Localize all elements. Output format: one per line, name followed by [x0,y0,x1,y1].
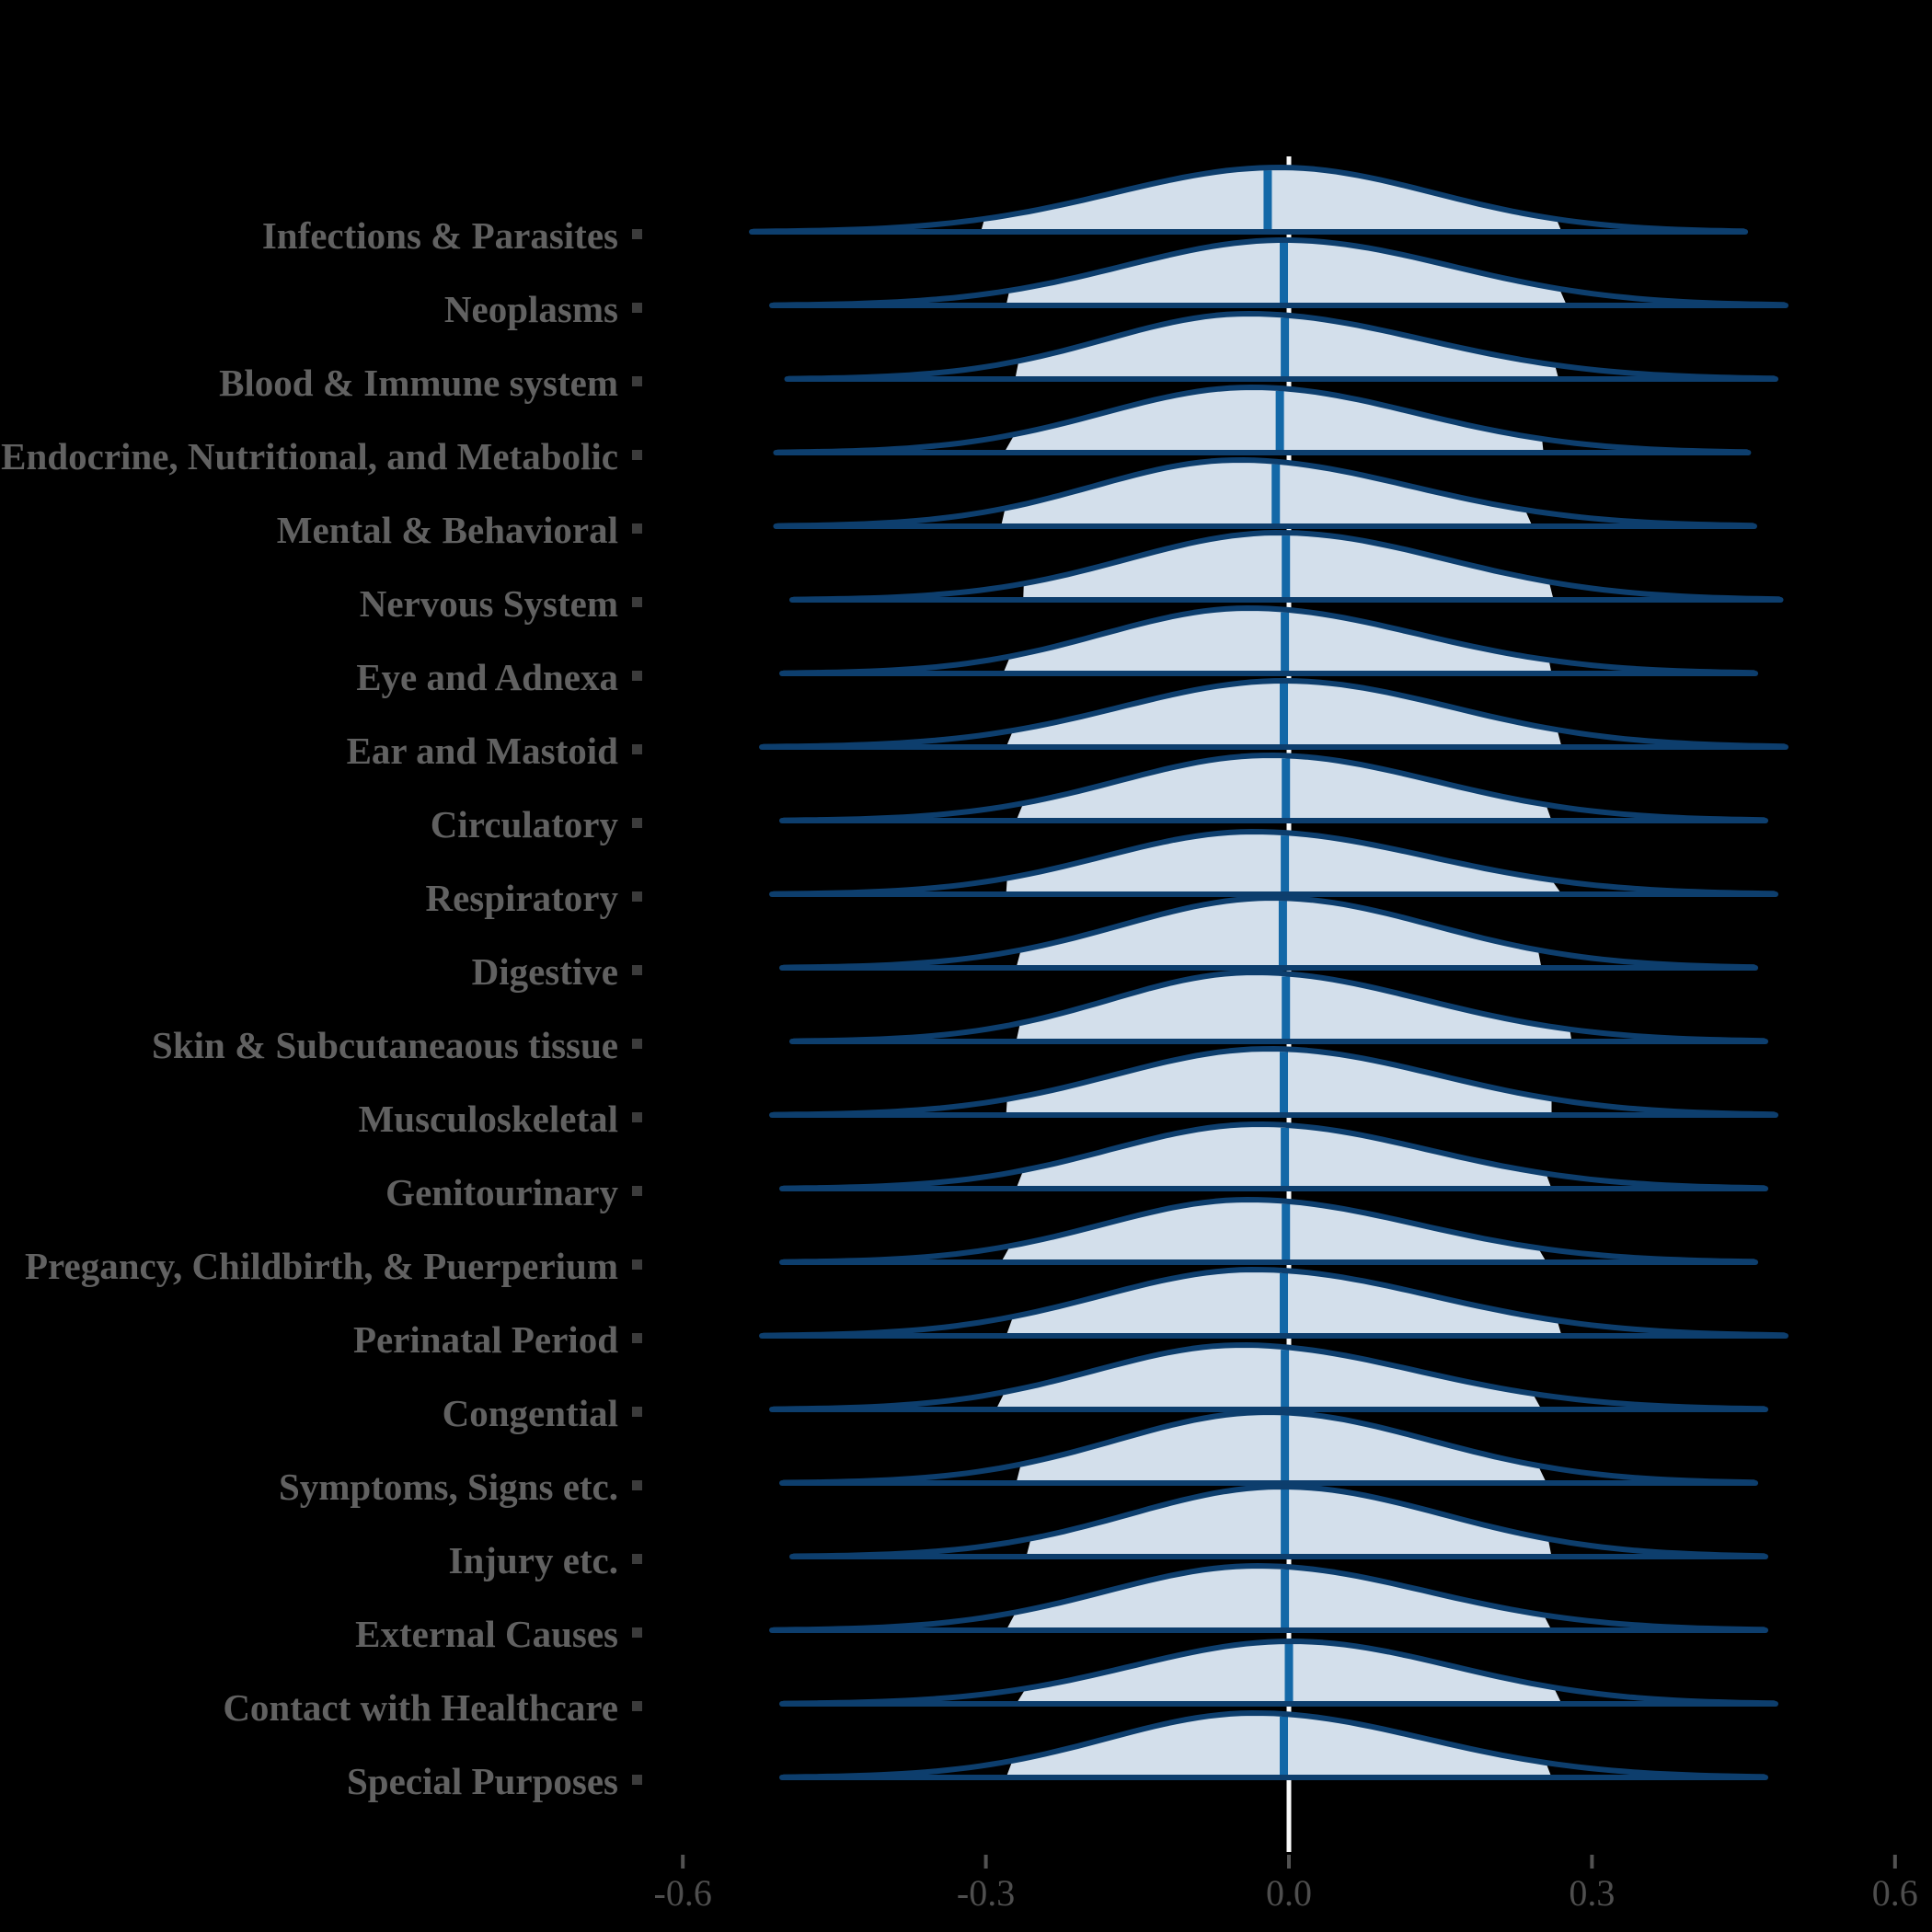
category-tick-square-13 [632,1112,642,1122]
category-label-21: Contact with Healthcare [223,1686,618,1729]
category-tick-square-6 [632,597,642,607]
category-label-11: Digestive [471,950,618,993]
category-tick-square-7 [632,671,642,681]
x-axis-label-0.0: 0.0 [1266,1872,1312,1914]
category-tick-square-22 [632,1775,642,1785]
category-label-20: External Causes [355,1613,618,1655]
density-fill-20 [1006,1566,1552,1630]
category-label-18: Symptoms, Signs etc. [278,1466,618,1508]
category-tick-square-14 [632,1186,642,1196]
category-label-16: Perinatal Period [352,1318,618,1361]
category-label-2: Neoplasms [443,288,618,330]
density-outline-3 [786,311,1777,382]
density-outline-8 [761,678,1787,750]
density-outline-11 [781,895,1757,971]
category-label-1: Infections & Parasites [261,214,618,257]
category-label-6: Nervous System [359,582,618,625]
density-outline-1 [751,165,1747,235]
density-outline-22 [781,1710,1767,1780]
category-label-14: Genitourinary [385,1171,618,1213]
category-label-9: Circulatory [430,803,618,845]
category-tick-square-19 [632,1554,642,1564]
density-outline-20 [771,1563,1767,1633]
density-outline-4 [775,385,1750,455]
category-tick-square-5 [632,523,642,534]
density-outline-21 [781,1639,1777,1707]
category-label-12: Skin & Subcutaneaous tissue [152,1024,618,1066]
density-outline-13 [771,1046,1777,1118]
density-outline-14 [781,1121,1767,1191]
x-axis-label-0.6: 0.6 [1871,1872,1918,1914]
category-tick-square-11 [632,965,642,975]
category-label-22: Special Purposes [347,1760,618,1802]
category-label-3: Blood & Immune system [219,362,618,404]
density-outline-18 [781,1409,1757,1486]
category-tick-square-16 [632,1333,642,1343]
category-label-15: Pregancy, Childbirth, & Puerperium [25,1245,618,1287]
category-label-7: Eye and Adnexa [356,656,618,698]
density-outline-19 [791,1484,1767,1559]
category-tick-square-12 [632,1039,642,1049]
category-tick-square-21 [632,1701,642,1711]
density-fill-15 [1001,1200,1547,1262]
category-label-8: Ear and Mastoid [346,730,618,772]
category-tick-square-4 [632,450,642,460]
category-tick-square-2 [632,303,642,313]
x-axis-label--0.6: -0.6 [653,1872,712,1914]
category-label-5: Mental & Behavioral [276,509,618,551]
density-outline-6 [791,530,1782,603]
density-outline-2 [771,237,1787,308]
density-fill-13 [1006,1049,1552,1115]
x-axis-label--0.3: -0.3 [956,1872,1016,1914]
density-outline-15 [781,1197,1757,1265]
category-tick-square-1 [632,229,642,239]
density-outline-10 [771,829,1777,897]
category-label-13: Musculoskeletal [358,1098,618,1140]
density-outline-16 [761,1267,1787,1339]
category-tick-square-20 [632,1627,642,1638]
category-label-10: Respiratory [425,877,618,919]
density-outline-12 [791,970,1767,1044]
category-tick-square-3 [632,376,642,386]
category-tick-square-10 [632,891,642,902]
x-axis-label-0.3: 0.3 [1569,1872,1616,1914]
density-outline-9 [781,753,1767,823]
category-tick-square-15 [632,1259,642,1270]
category-tick-square-9 [632,818,642,828]
density-fill-22 [1006,1713,1552,1777]
category-tick-square-8 [632,744,642,754]
category-label-19: Injury etc. [448,1539,618,1581]
density-outline-7 [781,605,1757,676]
category-tick-square-18 [632,1480,642,1490]
density-fill-12 [1016,972,1572,1041]
category-tick-square-17 [632,1407,642,1417]
density-outline-5 [775,457,1755,529]
category-label-4: Endocrine, Nutritional, and Metabolic [1,435,618,477]
category-label-17: Congential [442,1392,618,1434]
density-outline-17 [771,1342,1767,1412]
